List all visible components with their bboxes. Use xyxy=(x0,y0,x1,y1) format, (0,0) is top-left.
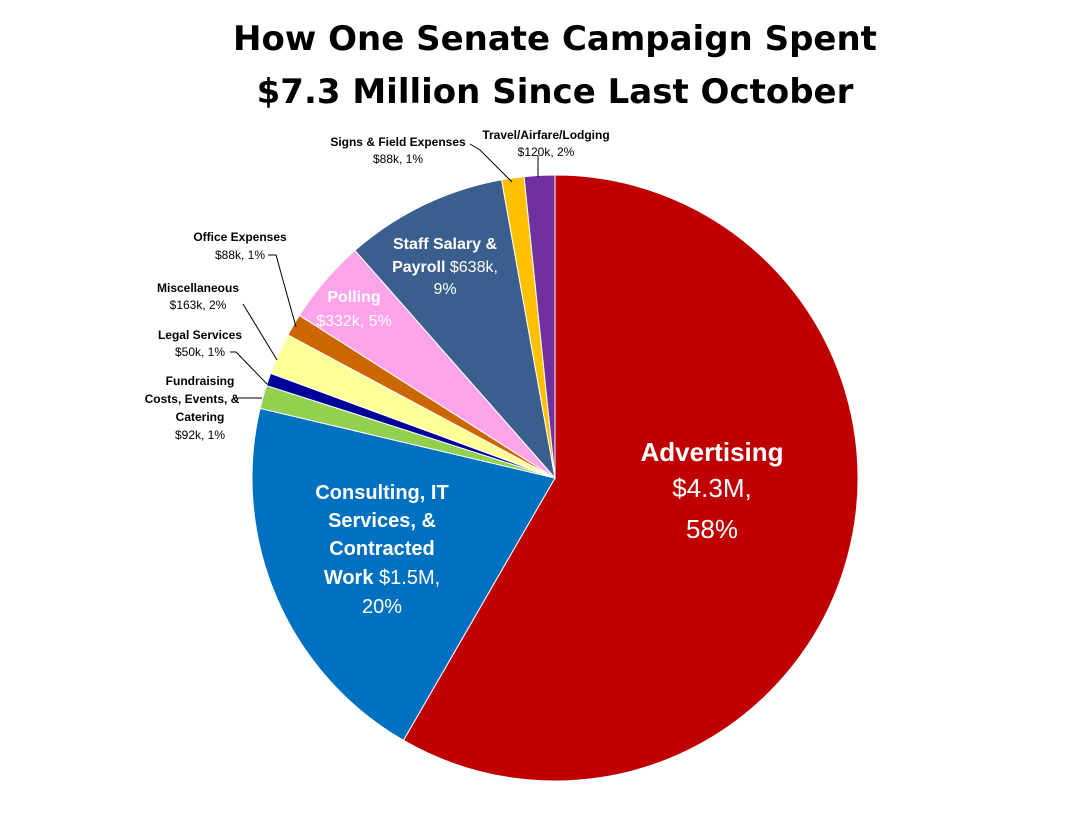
label-advertising-name: Advertising xyxy=(640,437,783,467)
label-staff-percent: 9% xyxy=(433,281,456,298)
pie-slice-advertising xyxy=(402,174,859,782)
label-fundraising-line3: Catering xyxy=(176,410,225,424)
leader-line-legal xyxy=(230,351,268,385)
label-fundraising-line2: Costs, Events, & xyxy=(145,392,240,406)
label-signs-name: Signs & Field Expenses xyxy=(330,135,466,149)
label-travel-detail: $120k, 2% xyxy=(518,145,575,159)
label-staff-line1: Staff Salary & xyxy=(393,236,497,253)
label-fundraising-detail: $92k, 1% xyxy=(175,428,225,442)
label-office-detail: $88k, 1% xyxy=(215,248,265,262)
label-polling-name: Polling xyxy=(327,289,380,306)
label-staff-line2: Payroll $638k, xyxy=(392,259,498,276)
label-advertising-value: $4.3M, xyxy=(672,473,752,503)
label-consulting-line3: Contracted xyxy=(329,538,435,560)
label-signs-detail: $88k, 1% xyxy=(373,152,423,166)
label-polling-detail: $332k, 5% xyxy=(316,313,392,330)
label-legal-name: Legal Services xyxy=(158,328,242,342)
label-consulting-line1: Consulting, IT xyxy=(315,482,448,504)
label-fundraising-line1: Fundraising xyxy=(166,374,235,388)
label-legal-detail: $50k, 1% xyxy=(175,345,225,359)
label-staff-line2-bold: Payroll xyxy=(392,259,445,276)
label-travel-name: Travel/Airfare/Lodging xyxy=(482,128,609,142)
pie-slice-travel-airfare-lodging xyxy=(523,174,556,479)
chart-title-line1: How One Senate Campaign Spent xyxy=(233,19,877,59)
pie-slice-staff-salary-payroll xyxy=(354,179,556,480)
leader-line-misc xyxy=(242,303,278,361)
leader-line-office xyxy=(268,254,297,328)
label-consulting-line4-rest: $1.5M, xyxy=(373,567,440,589)
label-advertising-percent: 58% xyxy=(686,514,738,544)
label-misc-name: Miscellaneous xyxy=(157,281,239,295)
label-consulting-line4-bold: Work xyxy=(324,567,375,589)
label-office-name: Office Expenses xyxy=(193,230,287,244)
label-consulting-line2: Services, & xyxy=(328,510,436,532)
label-misc-detail: $163k, 2% xyxy=(170,298,227,312)
leader-line-signs xyxy=(469,143,513,183)
pie-slices xyxy=(251,174,859,782)
chart-title-line2: $7.3 Million Since Last October xyxy=(257,72,854,112)
label-consulting-percent: 20% xyxy=(362,596,402,618)
label-staff-line2-rest: $638k, xyxy=(445,259,497,276)
leader-lines xyxy=(230,143,539,399)
label-consulting-line4: Work $1.5M, xyxy=(324,567,440,589)
pie-slice-consulting-it-services-contracted-work xyxy=(251,407,556,742)
